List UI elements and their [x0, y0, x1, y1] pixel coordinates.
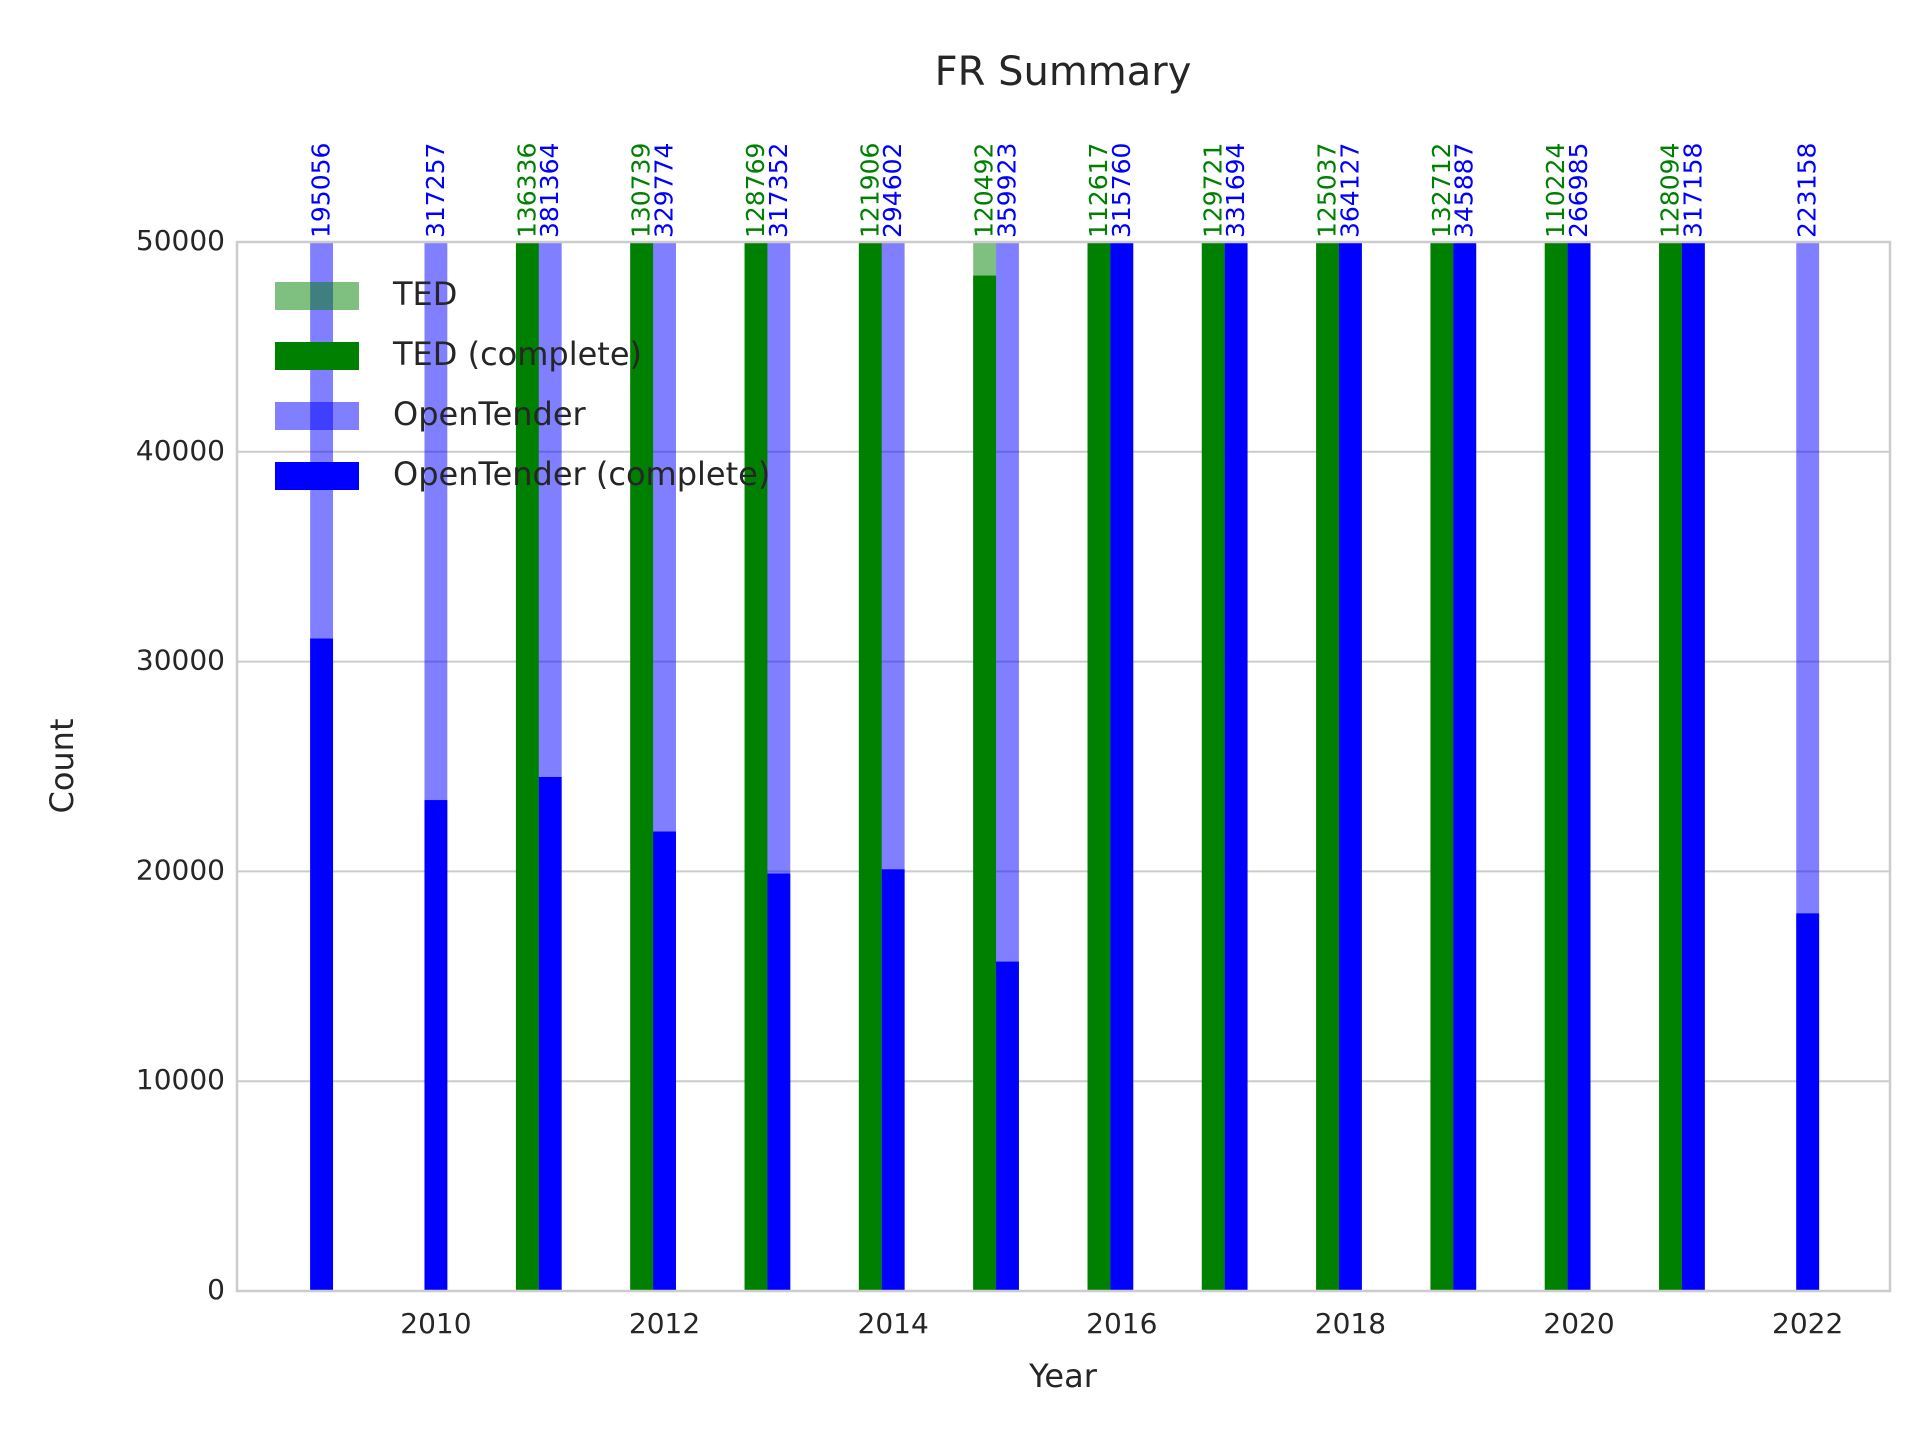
y-axis-label: Count — [43, 718, 81, 813]
value-label: 359923 — [992, 143, 1021, 238]
bar — [1201, 242, 1225, 1291]
value-label: 195056 — [307, 143, 336, 238]
y-tick-label: 40000 — [136, 434, 225, 467]
value-label: 223158 — [1793, 143, 1822, 238]
bar — [1659, 242, 1682, 1291]
legend-label: TED (complete) — [392, 335, 642, 373]
legend-label: OpenTender — [393, 395, 587, 433]
y-tick-label: 0 — [207, 1273, 225, 1306]
x-tick-label: 2016 — [1086, 1307, 1157, 1340]
value-label: 317352 — [764, 143, 793, 238]
bar — [630, 242, 654, 1291]
bar — [653, 831, 676, 1291]
bar — [858, 242, 882, 1291]
y-tick-label: 50000 — [136, 224, 225, 257]
value-label: 130739 — [627, 143, 656, 238]
value-label: 128769 — [741, 143, 770, 238]
y-tick-label: 10000 — [136, 1063, 225, 1096]
legend-label: TED — [392, 275, 457, 313]
bar — [1339, 242, 1362, 1291]
x-tick-label: 2020 — [1543, 1307, 1614, 1340]
bar — [1430, 242, 1454, 1291]
bar — [538, 776, 562, 1291]
value-label: 315760 — [1107, 143, 1136, 238]
value-label: 128094 — [1656, 143, 1685, 238]
bar — [310, 638, 334, 1291]
bar — [1544, 242, 1568, 1291]
x-tick-label: 2012 — [629, 1307, 700, 1340]
value-label: 121906 — [855, 143, 884, 238]
x-tick-label: 2010 — [400, 1307, 471, 1340]
value-label: 129721 — [1198, 143, 1227, 238]
bar — [1316, 242, 1339, 1291]
x-tick-label: 2018 — [1315, 1307, 1386, 1340]
bar — [1224, 242, 1248, 1291]
value-label: 112617 — [1084, 143, 1113, 238]
value-label: 317158 — [1678, 143, 1707, 238]
bar — [515, 242, 539, 1291]
value-label: 329774 — [650, 143, 679, 238]
bar — [767, 873, 791, 1291]
chart-title: FR Summary — [935, 49, 1192, 95]
y-tick-label: 30000 — [136, 644, 225, 677]
value-label: 317257 — [421, 143, 450, 238]
x-tick-label: 2014 — [858, 1307, 929, 1340]
value-label: 120492 — [970, 143, 999, 238]
value-label: 381364 — [535, 143, 564, 238]
bar — [996, 961, 1019, 1291]
y-tick-label: 20000 — [136, 853, 225, 886]
bar — [424, 800, 448, 1291]
bar — [1567, 242, 1591, 1291]
labels: 0 10000 20000 30000 40000 50000 2010 2012 2014 20… — [136, 143, 1843, 1340]
legend-swatch — [275, 342, 359, 370]
bar — [1796, 913, 1820, 1291]
value-label: 331694 — [1221, 143, 1250, 238]
bar — [973, 275, 997, 1291]
legend: TED TED (complete) OpenTender OpenTender (c… — [275, 275, 770, 493]
plot-frame — [235, 240, 1892, 1293]
legend-swatch — [275, 282, 359, 310]
bars — [310, 242, 1820, 1291]
value-label: 125037 — [1313, 143, 1342, 238]
bar — [1110, 242, 1134, 1291]
bar — [1453, 242, 1477, 1291]
value-label: 110224 — [1541, 143, 1570, 238]
bar — [744, 242, 768, 1291]
legend-swatch — [275, 462, 359, 490]
value-label: 136336 — [512, 143, 541, 238]
value-label: 364127 — [1335, 143, 1364, 238]
x-tick-label: 2022 — [1772, 1307, 1843, 1340]
value-label: 294602 — [878, 143, 907, 238]
legend-swatch — [275, 402, 359, 430]
value-label: 345887 — [1450, 143, 1479, 238]
bar — [881, 869, 905, 1291]
x-axis-label: Year — [1028, 1357, 1098, 1395]
bar — [1681, 242, 1705, 1291]
legend-label: OpenTender (complete) — [393, 455, 770, 493]
value-label: 132712 — [1427, 143, 1456, 238]
bar — [1087, 242, 1111, 1291]
value-label: 266985 — [1564, 143, 1593, 238]
